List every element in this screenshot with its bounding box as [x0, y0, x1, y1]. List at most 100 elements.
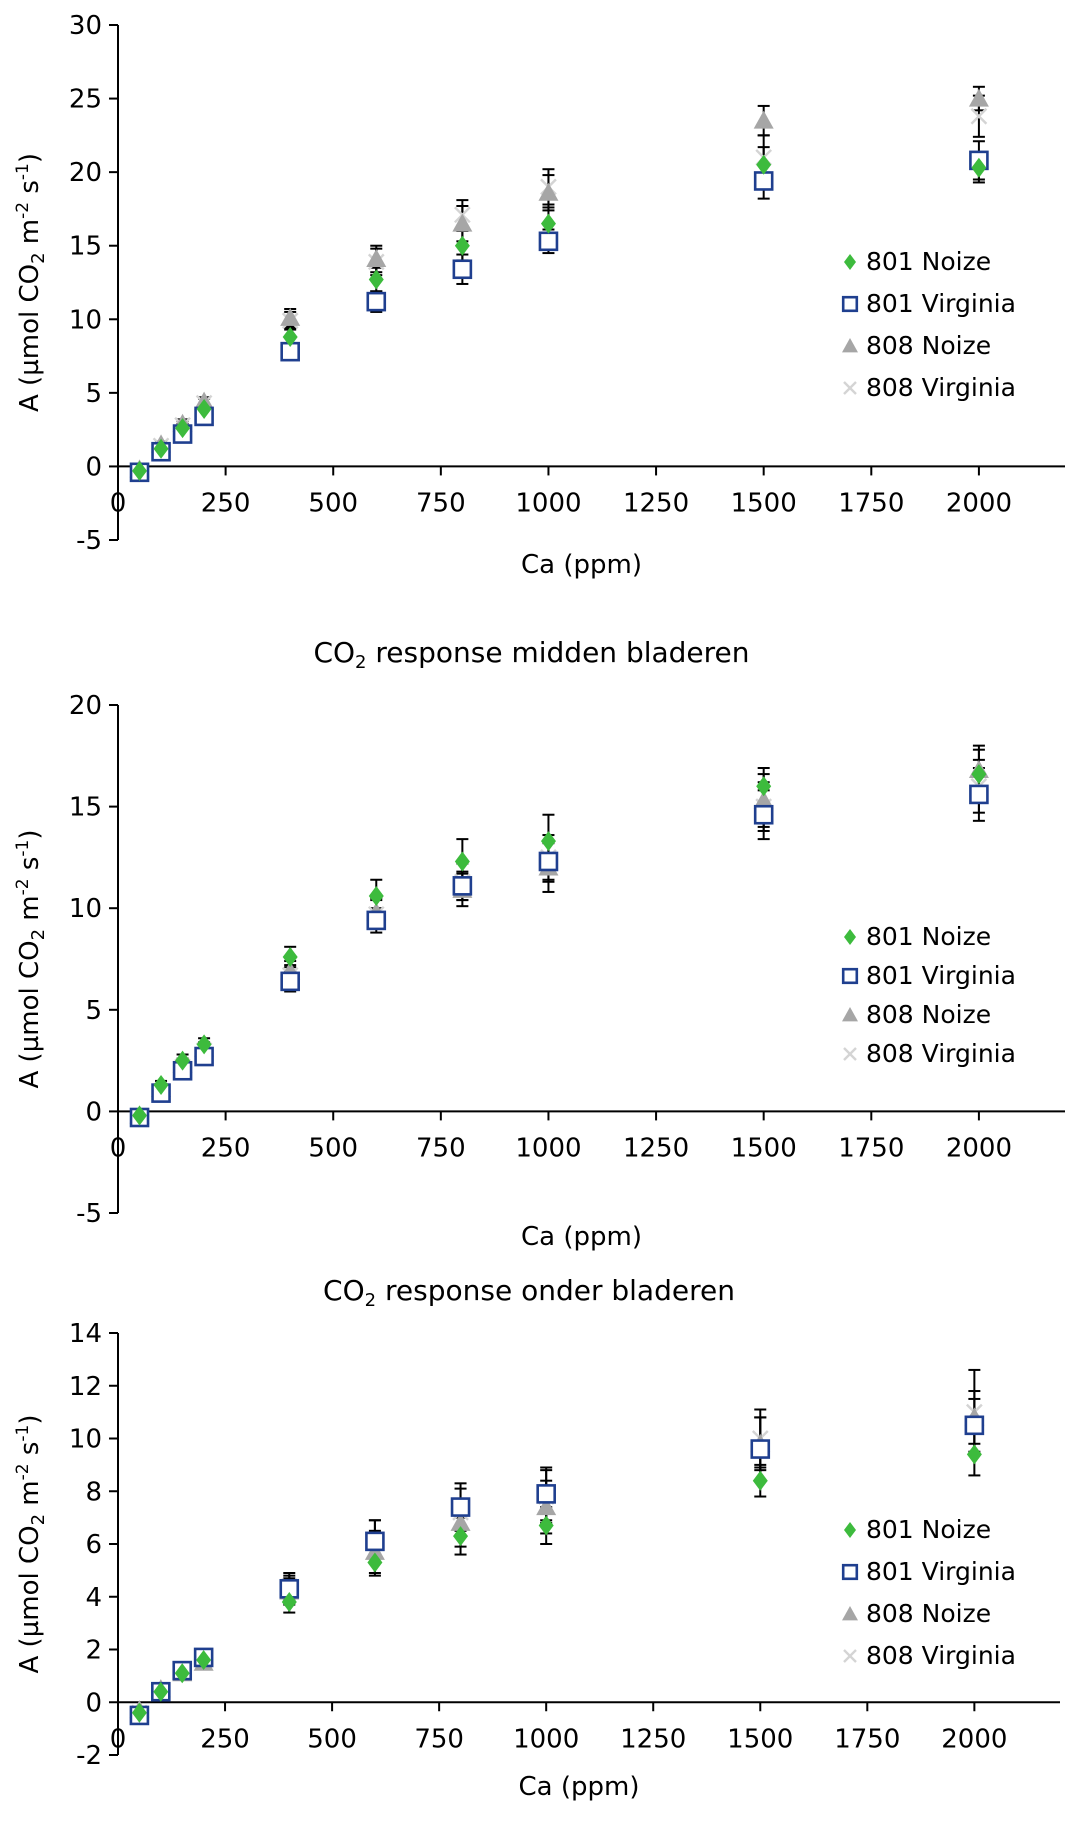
y-axis-label-part: -2: [13, 202, 33, 219]
point-801-virginia: [450, 1497, 471, 1517]
point-808-virginia: [843, 1047, 857, 1061]
y-axis-label-part: -2: [13, 1463, 33, 1480]
legend-label: 808 Virginia: [866, 1039, 1016, 1068]
legend-label: 808 Noize: [866, 1599, 991, 1628]
point-801-noize: [844, 254, 856, 270]
point-801-noize: [175, 1050, 191, 1071]
y-axis-label-part: -1: [13, 1425, 33, 1442]
x-axis-label: Ca (ppm): [521, 1222, 642, 1252]
series-808-noize: [133, 1390, 981, 1714]
point-801-noize: [756, 776, 772, 797]
chart-title-rest: response midden bladeren: [367, 636, 750, 669]
y-tick-label: 0: [85, 452, 102, 482]
markers-808-noize: [129, 88, 989, 478]
y-tick-label: 30: [69, 11, 102, 41]
y-axis-label-part: -1: [13, 163, 33, 180]
y-tick-label: 25: [69, 85, 102, 115]
legend-label: 801 Virginia: [866, 1557, 1016, 1586]
y-tick-label: 0: [85, 1688, 102, 1718]
x-tick-label: 2000: [941, 1724, 1007, 1754]
point-808-virginia: [843, 381, 857, 395]
series-808-noize: [133, 85, 985, 474]
point-808-noize: [842, 1606, 858, 1621]
point-801-noize: [966, 1444, 982, 1465]
series-808-virginia: [133, 758, 985, 1123]
legend-label: 808 Virginia: [866, 373, 1016, 402]
x-tick-label: 2000: [946, 488, 1012, 518]
point-801-noize: [752, 1470, 768, 1491]
series-808-virginia: [133, 1368, 981, 1717]
legend-label: 808 Noize: [866, 1000, 991, 1029]
markers-801-noize: [132, 154, 987, 481]
legend-label: 801 Noize: [866, 1515, 991, 1544]
y-tick-label: -5: [76, 1199, 102, 1229]
y-tick-label: 10: [69, 1425, 102, 1455]
y-axis-label-part: 2: [28, 929, 49, 940]
point-801-virginia: [841, 967, 859, 985]
chart-title: CO2 response midden bladeren: [313, 636, 749, 673]
point-801-noize: [132, 1105, 148, 1126]
point-801-noize: [368, 269, 384, 290]
point-801-virginia: [969, 784, 989, 805]
x-tick-label: 1000: [513, 1724, 579, 1754]
chart-title-co: CO: [313, 636, 355, 669]
point-801-noize: [153, 1074, 169, 1095]
point-801-noize: [454, 851, 470, 872]
point-808-virginia-stroke: [843, 381, 857, 395]
x-tick-label: 2000: [946, 1133, 1012, 1163]
point-808-noize: [968, 88, 989, 107]
chart-panel-3: CO2 response onder bladeren-202468101214…: [13, 1274, 1060, 1802]
x-tick-label: 250: [200, 1724, 250, 1754]
legend: 801 Noize 801 Virginia 808 Noize 808 Virgin…: [841, 1515, 1016, 1670]
x-tick-label: 1750: [838, 488, 904, 518]
x-tick-label: 1000: [515, 488, 581, 518]
point-801-noize: [174, 1663, 190, 1684]
point-801-noize: [368, 886, 384, 907]
y-tick-label: -5: [76, 526, 102, 556]
y-tick-label: 20: [69, 691, 102, 721]
y-axis-label-part: m: [15, 1480, 45, 1514]
markers-808-virginia: [131, 777, 988, 1126]
markers-808-virginia: [131, 107, 988, 480]
point-801-noize: [282, 326, 298, 347]
y-axis-label-part: -1: [13, 840, 33, 857]
point-801-noize: [153, 438, 169, 459]
y-axis-label-part: s: [15, 180, 45, 202]
x-tick-label: 1750: [834, 1724, 900, 1754]
point-801-noize: [153, 1681, 169, 1702]
point-808-virginia-stroke: [970, 107, 988, 125]
point-808-virginia-stroke: [843, 1047, 857, 1061]
x-tick-label: 1500: [727, 1724, 793, 1754]
x-tick-label: 1500: [731, 488, 797, 518]
series-808-virginia: [133, 94, 985, 475]
y-tick-label: 5: [85, 379, 102, 409]
y-tick-label: 6: [85, 1530, 102, 1560]
point-801-noize: [540, 213, 556, 234]
x-tick-label: 250: [201, 1133, 251, 1163]
series-801-virginia: [133, 1397, 981, 1720]
x-tick-label: 1250: [623, 1133, 689, 1163]
y-axis-label-part: A (µmol CO: [15, 940, 45, 1088]
y-axis-label-part: s: [15, 857, 45, 879]
y-axis-label-part: m: [15, 895, 45, 929]
point-801-virginia: [753, 804, 774, 825]
point-801-noize: [971, 764, 987, 785]
point-801-virginia: [280, 971, 300, 992]
point-808-noize: [753, 110, 774, 129]
legend-label: 801 Noize: [866, 247, 991, 276]
point-801-virginia: [366, 291, 387, 312]
x-tick-label: 750: [416, 1133, 466, 1163]
point-808-noize: [536, 1497, 557, 1516]
point-808-noize: [753, 790, 774, 809]
point-801-noize: [132, 460, 148, 481]
point-801-noize: [196, 1034, 212, 1055]
markers-801-virginia: [129, 150, 989, 483]
y-axis-label-part: 2: [28, 252, 49, 263]
point-808-noize: [366, 248, 387, 267]
point-801-noize: [540, 831, 556, 852]
markers-808-noize: [129, 760, 989, 1124]
series-801-noize: [133, 748, 985, 1121]
y-tick-label: 8: [85, 1477, 102, 1507]
point-801-noize: [281, 1592, 297, 1613]
